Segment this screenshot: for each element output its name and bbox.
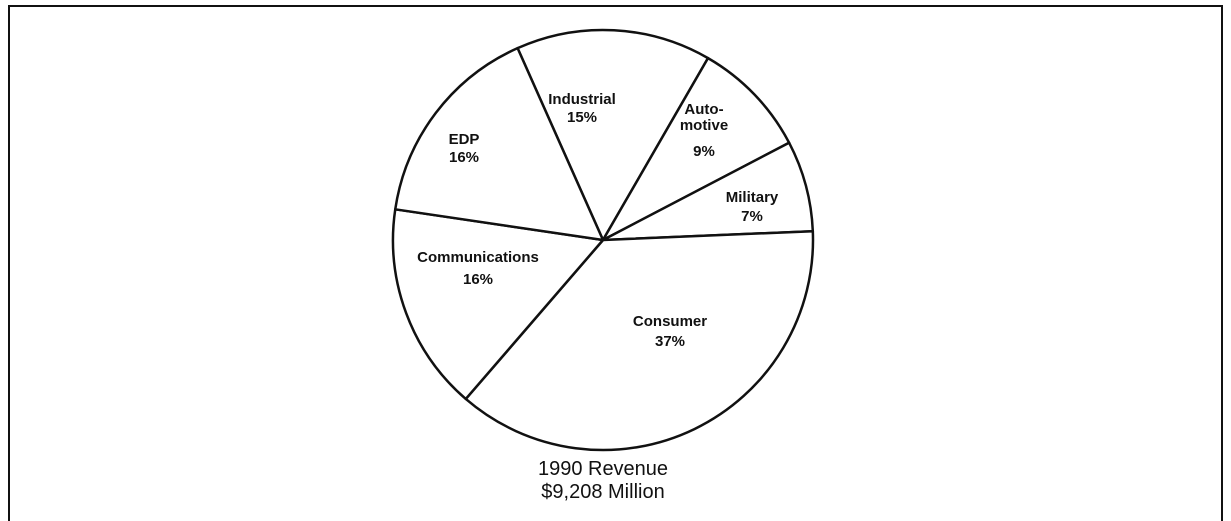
- value-label: 9%: [693, 143, 715, 160]
- value-label: 16%: [448, 149, 480, 166]
- pie-slice: [394, 46, 605, 242]
- frame: [8, 5, 1223, 521]
- pie-slice: [601, 56, 791, 242]
- slice-label: Auto-motive: [679, 101, 729, 134]
- pie-slice: [391, 208, 605, 401]
- value-label: 15%: [566, 109, 598, 126]
- slice-label: Industrial: [548, 91, 616, 108]
- slice-label: Consumer: [632, 313, 708, 330]
- chart-subtitle: $9,208 Million: [541, 481, 665, 503]
- pie-slice: [516, 28, 710, 242]
- slice-label: Military: [725, 189, 779, 206]
- pie-slice: [464, 229, 815, 452]
- chart-title: 1990 Revenue: [537, 458, 669, 480]
- value-label: 7%: [741, 208, 763, 225]
- value-label: 37%: [654, 333, 686, 350]
- slice-label: Communications: [417, 249, 539, 266]
- slice-label: EDP: [448, 131, 480, 148]
- value-label: 16%: [462, 271, 494, 288]
